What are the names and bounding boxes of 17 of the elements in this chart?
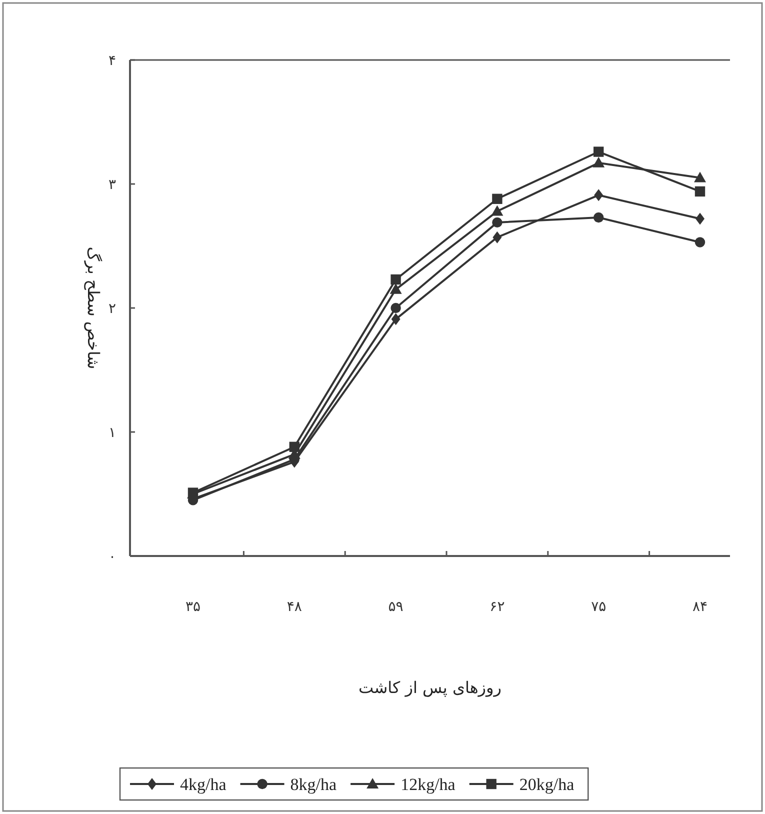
y-tick-label: ۴	[108, 53, 116, 69]
x-tick-label: ۴۸	[286, 599, 302, 615]
legend-label: 4kg/ha	[180, 775, 227, 794]
y-tick-label: ۰	[108, 549, 116, 565]
legend-label: 8kg/ha	[290, 775, 338, 794]
x-tick-label: ۶۲	[490, 599, 505, 615]
x-tick-label: ۳۵	[185, 599, 201, 615]
x-axis-title: روزهای پس از کاشت	[358, 678, 502, 697]
y-tick-label: ۱	[108, 425, 116, 441]
y-axis-title: شاخص سطح برگ	[84, 246, 103, 370]
x-tick-label: ۵۹	[388, 599, 404, 615]
x-tick-label: ۸۴	[692, 599, 708, 615]
y-tick-label: ۳	[108, 177, 116, 193]
legend-label: 12kg/ha	[400, 775, 456, 794]
y-tick-label: ۲	[108, 301, 116, 317]
x-tick-label: ۷۵	[591, 599, 606, 615]
legend-label: 20kg/ha	[519, 775, 575, 794]
